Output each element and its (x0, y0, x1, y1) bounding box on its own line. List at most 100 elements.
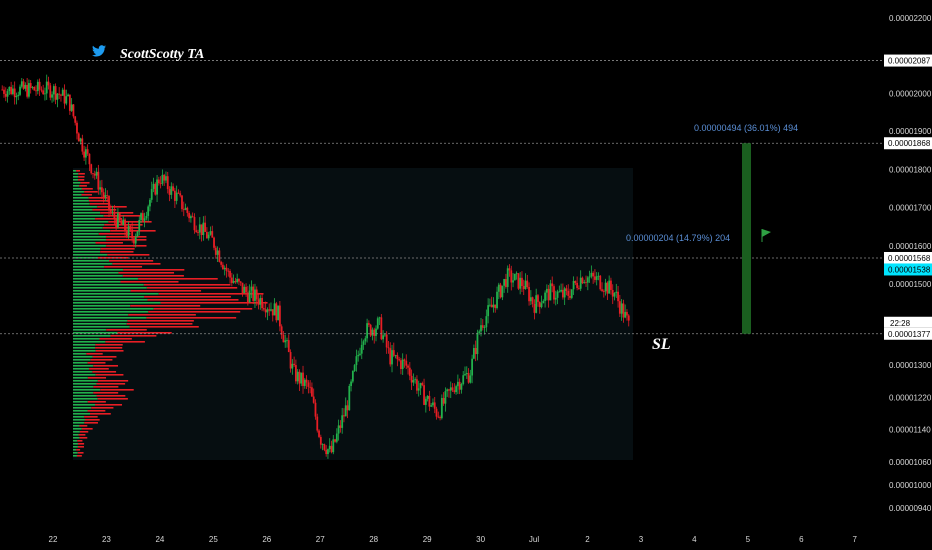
horizontal-levels[interactable]: 0.00002087 0.00001868 0.00001568 0.00001377… (0, 54, 932, 340)
candle-body (28, 83, 30, 97)
candle-body (314, 402, 317, 417)
candle-body (337, 425, 340, 434)
volume-bar-sell (158, 293, 264, 295)
candle-body (362, 341, 365, 345)
candle-body (268, 309, 271, 311)
level-price-tag[interactable] (884, 251, 932, 264)
candle-body (312, 396, 315, 403)
volume-bar-sell (84, 422, 98, 424)
candle-body (136, 231, 139, 237)
candle-body (458, 381, 461, 390)
candle-body (529, 297, 532, 302)
candle-body (620, 303, 623, 314)
volume-bar-sell (130, 290, 202, 292)
volume-bar-buy (73, 248, 101, 250)
candle-body (56, 93, 59, 100)
volume-bar-buy (73, 335, 111, 337)
flag-icon[interactable] (761, 229, 771, 242)
volume-bar-sell (96, 383, 126, 385)
volume-bar-sell (100, 248, 135, 250)
candle-body (206, 231, 208, 239)
candle-body (102, 192, 105, 198)
candle-body (252, 286, 255, 301)
volume-bar-sell (87, 410, 106, 412)
current-price-tag[interactable] (884, 263, 932, 276)
candle-body (143, 218, 146, 221)
candle-body (321, 444, 324, 446)
candle-body (296, 371, 299, 382)
candle-body (360, 344, 363, 354)
candle-body (478, 331, 481, 333)
candle-body (1, 89, 4, 91)
volume-bar-sell (92, 209, 117, 211)
candle-body (173, 190, 176, 201)
volume-bar-buy (73, 455, 77, 457)
candle-body (127, 226, 130, 236)
candle-body (558, 291, 561, 293)
volume-bar-buy (73, 380, 98, 382)
level-price-tag[interactable] (884, 327, 932, 340)
price-axis[interactable]: 0.00002200 0.00002000 0.00001900 0.00001800… (889, 14, 932, 513)
volume-bar-buy (73, 182, 81, 184)
candle-body (455, 386, 457, 393)
candle-body (70, 104, 73, 111)
candle-body (569, 295, 571, 298)
candle-body (86, 149, 89, 154)
candle-body (544, 292, 546, 301)
measure-label-small: 0.00000204 (14.79%) 204 (626, 233, 730, 243)
volume-bar-buy (73, 239, 107, 241)
volume-bar-sell (100, 389, 134, 391)
volume-bar-sell (89, 368, 109, 370)
volume-bar-buy (73, 371, 93, 373)
candle-body (166, 176, 169, 190)
candle-body (424, 398, 427, 405)
volume-bar-sell (120, 281, 179, 283)
candle-body (330, 445, 333, 453)
candle-body (481, 325, 484, 328)
volume-bar-buy (73, 227, 103, 229)
volume-bar-sell (87, 401, 106, 403)
volume-bar-sell (95, 242, 123, 244)
candle-body (456, 381, 459, 387)
candle-body (448, 389, 450, 391)
candle-body (408, 367, 411, 376)
price-tick-label: 0.00001900 (889, 127, 932, 136)
volume-bar-sell (97, 398, 128, 400)
candle-body (275, 303, 278, 321)
candle-body (129, 226, 132, 230)
volume-bar-sell (88, 200, 109, 202)
volume-bar-buy (73, 392, 94, 394)
volume-bar-sell (77, 440, 83, 442)
candle-body (547, 288, 550, 301)
volume-bar-sell (128, 314, 196, 316)
candle-body (367, 323, 370, 325)
candle-body (574, 280, 577, 283)
target-measure-bar[interactable] (742, 143, 751, 334)
candle-body (20, 81, 23, 87)
volume-bar-sell (95, 347, 123, 349)
candle-body (293, 363, 296, 366)
candle-body (197, 232, 199, 233)
candle-body (131, 229, 134, 239)
candle-body (328, 445, 331, 450)
time-axis[interactable]: 22 23 24 25 26 27 28 29 30 Jul 2 3 4 5 6 7 (49, 535, 858, 544)
volume-bar-buy (73, 344, 96, 346)
time-tick-label: 26 (262, 535, 271, 544)
volume-bar-buy (73, 338, 100, 340)
candle-body (565, 288, 568, 291)
volume-bar-buy (73, 290, 131, 292)
candle-body (165, 176, 167, 181)
candle-body (291, 363, 294, 369)
candle-body (284, 340, 287, 343)
candle-body (170, 186, 173, 195)
volume-bar-sell (102, 227, 140, 229)
level-price-tag[interactable] (884, 54, 932, 67)
volume-bar-buy (73, 359, 91, 361)
candle-body (464, 374, 466, 376)
level-price-tag[interactable] (884, 137, 932, 150)
candle-body (230, 277, 233, 283)
candle-body (375, 328, 377, 336)
volume-bar-sell (80, 182, 90, 184)
candle-body (63, 89, 66, 104)
